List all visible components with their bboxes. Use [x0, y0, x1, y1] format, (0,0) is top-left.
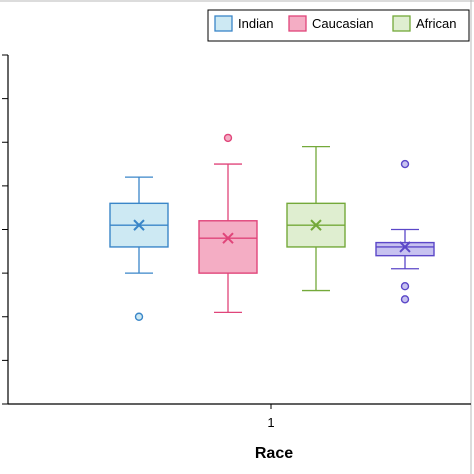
- box-indian: [109, 176, 169, 321]
- x-axis: 1 Race: [8, 403, 471, 462]
- legend-swatch-caucasian: [288, 15, 307, 32]
- y-axis: [2, 54, 9, 405]
- legend-frame: [207, 9, 470, 42]
- mean-marker-stroke-b: [222, 232, 234, 244]
- legend: Indian Caucasian African: [207, 9, 470, 42]
- outlier-point-0: [400, 159, 410, 169]
- x-axis-title: Race: [255, 445, 293, 462]
- box-plots: [109, 133, 435, 321]
- legend-swatch-african: [392, 15, 411, 32]
- mean-marker-stroke-b: [133, 219, 145, 231]
- x-tick-label: 1: [267, 415, 274, 430]
- iqr-box: [375, 241, 435, 257]
- mean-marker-stroke-b: [399, 241, 411, 253]
- legend-label-caucasian: Caucasian: [312, 16, 373, 31]
- outlier-point-2: [400, 295, 410, 304]
- iqr-box: [198, 220, 258, 274]
- box-african: [286, 145, 346, 292]
- legend-swatch-indian: [214, 15, 233, 32]
- y-axis-ticks: [2, 54, 8, 405]
- outlier-point-0: [134, 312, 144, 321]
- outlier-point-1: [400, 282, 410, 291]
- outlier-point-0: [223, 133, 233, 143]
- box-group-4: [375, 159, 435, 304]
- box-caucasian: [198, 133, 258, 314]
- legend-label-indian: Indian: [238, 16, 273, 31]
- legend-label-african: African: [416, 16, 456, 31]
- mean-marker-stroke-b: [310, 219, 322, 231]
